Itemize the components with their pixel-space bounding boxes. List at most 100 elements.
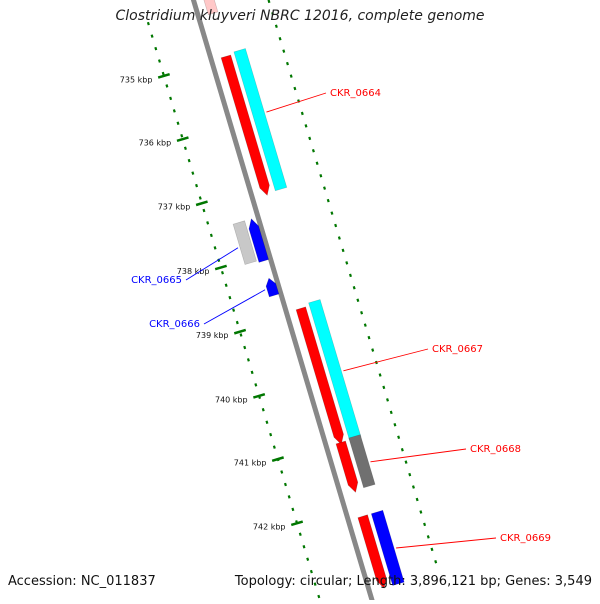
gene-ckr-0664-feature[interactable] [233,48,288,192]
inner-track-dot [183,146,187,150]
tick-label: 741 kbp [234,458,267,467]
outer-track-dot [319,173,323,178]
inner-track-dot [220,270,224,275]
inner-track-dot [287,495,291,499]
inner-track-dot [239,333,243,337]
inner-track-dot [283,482,287,487]
gene-ckr-0665-cds[interactable] [248,218,269,263]
inner-track-dot [313,582,317,586]
outer-track-dot [304,124,308,128]
outer-track-dot [378,373,382,377]
gene-label-ckr-0666[interactable]: CKR_0666 [149,319,200,330]
gene-label-ckr-0667[interactable]: CKR_0667 [432,344,483,355]
tick-label: 739 kbp [196,331,229,340]
gene-ckr-0669-cds[interactable] [357,514,387,589]
outer-track-dot [274,24,278,29]
tick-mark [290,520,304,527]
inner-track-dot [206,221,210,225]
outer-track-dot [426,535,430,539]
inner-track-dot [246,358,250,362]
outer-track-dot [408,472,412,477]
tick-mark [176,136,189,143]
inner-track-dot [269,432,273,437]
inner-track-dot [195,183,199,188]
tick-mark [195,200,208,207]
outer-track-dot [397,435,401,439]
inner-track-dot [191,171,195,175]
outer-track-dot [330,211,334,215]
tick-mark [233,328,247,335]
gene-label-callout [396,537,497,549]
inner-track-dot [217,258,221,263]
inner-track-dot [243,345,247,350]
inner-track-dot [280,470,284,474]
outer-track-dot [386,398,390,402]
inner-track-dot [232,308,236,312]
partial-feature-top[interactable] [203,0,219,16]
outer-track-dot [323,186,327,190]
gene-label-callout [185,247,239,281]
outer-track-dot [334,223,338,228]
gene-ckr-0667-cds[interactable] [295,306,344,445]
outer-track-dot [300,111,304,116]
inner-track-dot [306,557,310,561]
outer-track-dot [363,323,367,327]
outer-track-dot [434,560,438,564]
gene-ckr-0665-feature[interactable] [232,220,257,265]
inner-track-dot [209,233,213,238]
inner-track-dot [272,445,276,449]
gene-ckr-0667-feature[interactable] [308,299,362,441]
tick-mark [157,72,171,79]
outer-track-dot [352,286,356,290]
outer-track-dot [371,348,375,352]
inner-track-dot [187,158,191,163]
gene-label-callout [203,289,266,325]
gene-label-ckr-0668[interactable]: CKR_0668 [470,444,521,455]
outer-track-dot [326,198,330,203]
gene-ckr-0668-feature[interactable] [348,434,376,489]
inner-track-dot [291,507,295,512]
outer-track-dot [345,261,349,265]
outer-track-dot [282,49,286,53]
gene-label-callout [343,348,429,372]
gene-label-ckr-0665[interactable]: CKR_0665 [131,275,182,286]
outer-track-dot [293,86,297,91]
outer-track-dot [382,385,386,390]
gene-ckr-0664-cds[interactable] [220,54,270,196]
inner-track-dot [261,407,265,412]
genome-summary-text: Topology: circular; Length: 3,896,121 bp… [234,574,592,589]
inner-track-dot [265,420,269,424]
outer-track-dot [278,36,282,41]
outer-track-dot [430,547,434,552]
inner-track-dot [213,246,217,250]
gene-ckr-0666-cds[interactable] [265,277,280,298]
inner-track-dot [161,71,165,76]
outer-track-dot [393,423,397,427]
tick-mark [214,264,228,271]
gene-label-ckr-0664[interactable]: CKR_0664 [330,88,381,99]
gene-label-callout [370,448,467,463]
outer-track-dot [400,447,404,452]
outer-track-dot [341,248,345,253]
gene-ckr-0668-cds[interactable] [335,440,359,493]
outer-track-dot [271,12,275,16]
inner-track-dot [254,383,258,387]
inner-track-dot [235,320,239,325]
genome-title: Clostridium kluyveri NBRC 12016, complet… [115,8,485,24]
gene-ckr-0669-feature[interactable] [370,509,405,586]
outer-track-dot [367,335,371,340]
inner-track-dot [146,21,150,26]
gene-label-ckr-0669[interactable]: CKR_0669 [500,533,551,544]
outer-track-dot [337,236,341,240]
gene-label-callout [266,92,327,113]
tick-label: 742 kbp [253,523,286,532]
outer-track-dot [404,460,408,464]
outer-track-dot [423,522,427,527]
inner-track-dot [172,109,176,113]
outer-track-dot [308,136,312,141]
outer-track-dot [419,510,423,514]
inner-track-dot [228,295,232,300]
inner-track-dot [302,544,306,549]
